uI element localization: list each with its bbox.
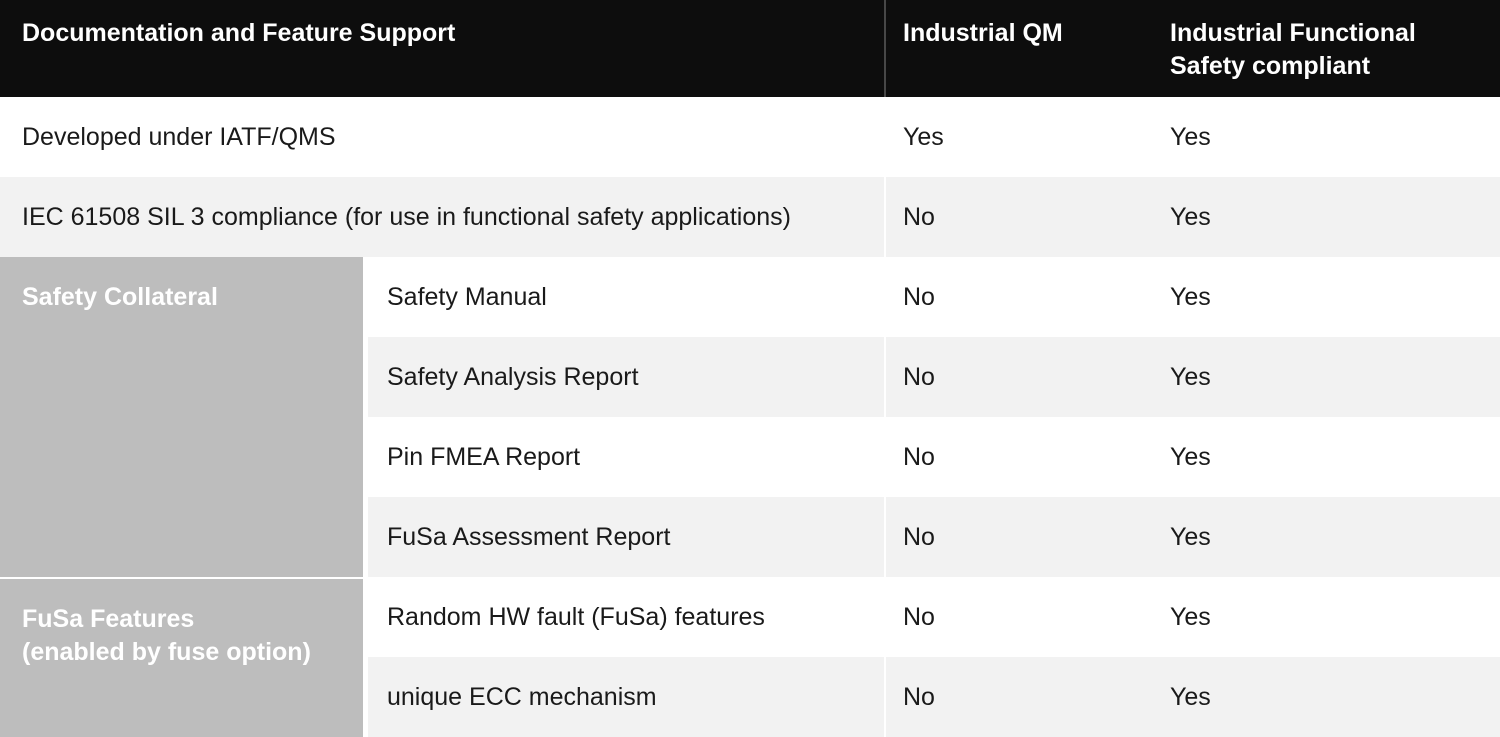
qm-value: No bbox=[903, 202, 935, 231]
qm-value: No bbox=[903, 602, 935, 631]
fs-value-cell: Yes bbox=[1151, 257, 1500, 337]
feature-label: unique ECC mechanism bbox=[387, 682, 657, 711]
feature-label-cell: Safety Manual bbox=[368, 257, 884, 337]
fs-value: Yes bbox=[1170, 442, 1211, 471]
fs-value-cell: Yes bbox=[1151, 417, 1500, 497]
fs-value-cell: Yes bbox=[1151, 657, 1500, 737]
group-section-fusa-features: FuSa Features (enabled by fuse option) R… bbox=[0, 577, 1500, 737]
header-fs-label-line2: Safety compliant bbox=[1170, 52, 1371, 80]
fs-value: Yes bbox=[1170, 602, 1211, 631]
fs-value: Yes bbox=[1170, 282, 1211, 311]
qm-value: Yes bbox=[903, 122, 944, 151]
feature-label: FuSa Assessment Report bbox=[387, 522, 671, 551]
table-row: unique ECC mechanism No Yes bbox=[368, 657, 1500, 737]
header-qm-label: Industrial QM bbox=[903, 19, 1063, 47]
qm-value: No bbox=[903, 282, 935, 311]
group-label-line1: Safety Collateral bbox=[22, 283, 218, 311]
fs-value-cell: Yes bbox=[1151, 497, 1500, 577]
fs-value: Yes bbox=[1170, 362, 1211, 391]
feature-label: Safety Manual bbox=[387, 282, 547, 311]
feature-label-cell: Developed under IATF/QMS bbox=[0, 97, 884, 177]
table-row: Developed under IATF/QMS Yes Yes bbox=[0, 97, 1500, 177]
fs-value-cell: Yes bbox=[1151, 177, 1500, 257]
fs-value: Yes bbox=[1170, 682, 1211, 711]
qm-value-cell: No bbox=[884, 257, 1151, 337]
feature-label-cell: Safety Analysis Report bbox=[368, 337, 884, 417]
table-row: Pin FMEA Report No Yes bbox=[368, 417, 1500, 497]
feature-label-cell: Pin FMEA Report bbox=[368, 417, 884, 497]
header-functional-safety-column: Industrial Functional Safety compliant bbox=[1151, 0, 1500, 97]
fs-value: Yes bbox=[1170, 522, 1211, 551]
qm-value-cell: Yes bbox=[884, 97, 1151, 177]
table-row: Safety Analysis Report No Yes bbox=[368, 337, 1500, 417]
fs-value: Yes bbox=[1170, 202, 1211, 231]
header-feature-column: Documentation and Feature Support bbox=[0, 0, 884, 97]
group-label-line1: FuSa Features bbox=[22, 605, 195, 633]
qm-value-cell: No bbox=[884, 497, 1151, 577]
group-section-safety-collateral: Safety Collateral Safety Manual No Yes S… bbox=[0, 257, 1500, 577]
qm-value: No bbox=[903, 682, 935, 711]
feature-label: Random HW fault (FuSa) features bbox=[387, 602, 765, 631]
qm-value: No bbox=[903, 442, 935, 471]
fs-value: Yes bbox=[1170, 122, 1211, 151]
header-fs-label-line1: Industrial Functional bbox=[1170, 19, 1416, 47]
table-row: FuSa Assessment Report No Yes bbox=[368, 497, 1500, 577]
qm-value: No bbox=[903, 522, 935, 551]
qm-value-cell: No bbox=[884, 577, 1151, 657]
qm-value: No bbox=[903, 362, 935, 391]
group-header-cell: FuSa Features (enabled by fuse option) bbox=[0, 577, 368, 737]
header-industrial-qm-column: Industrial QM bbox=[884, 0, 1151, 97]
feature-label: Safety Analysis Report bbox=[387, 362, 639, 391]
feature-label: IEC 61508 SIL 3 compliance (for use in f… bbox=[22, 202, 791, 231]
table-row: Random HW fault (FuSa) features No Yes bbox=[368, 577, 1500, 657]
feature-label-cell: FuSa Assessment Report bbox=[368, 497, 884, 577]
group-label-line2: (enabled by fuse option) bbox=[22, 638, 311, 666]
group-header-cell: Safety Collateral bbox=[0, 257, 368, 577]
feature-label: Developed under IATF/QMS bbox=[22, 122, 336, 151]
fs-value-cell: Yes bbox=[1151, 577, 1500, 657]
fs-value-cell: Yes bbox=[1151, 337, 1500, 417]
group-rows: Safety Manual No Yes Safety Analysis Rep… bbox=[368, 257, 1500, 577]
qm-value-cell: No bbox=[884, 657, 1151, 737]
header-feature-label: Documentation and Feature Support bbox=[22, 19, 456, 47]
group-rows: Random HW fault (FuSa) features No Yes u… bbox=[368, 577, 1500, 737]
table-header-row: Documentation and Feature Support Indust… bbox=[0, 0, 1500, 97]
feature-label-cell: IEC 61508 SIL 3 compliance (for use in f… bbox=[0, 177, 884, 257]
fs-value-cell: Yes bbox=[1151, 97, 1500, 177]
table-row: IEC 61508 SIL 3 compliance (for use in f… bbox=[0, 177, 1500, 257]
table-row: Safety Manual No Yes bbox=[368, 257, 1500, 337]
qm-value-cell: No bbox=[884, 417, 1151, 497]
qm-value-cell: No bbox=[884, 177, 1151, 257]
feature-label: Pin FMEA Report bbox=[387, 442, 581, 471]
qm-value-cell: No bbox=[884, 337, 1151, 417]
feature-label-cell: Random HW fault (FuSa) features bbox=[368, 577, 884, 657]
feature-label-cell: unique ECC mechanism bbox=[368, 657, 884, 737]
